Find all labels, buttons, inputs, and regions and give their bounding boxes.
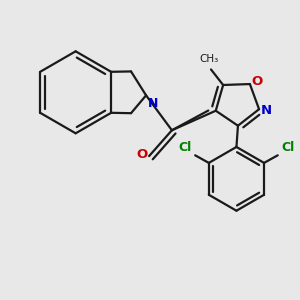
Text: Cl: Cl <box>281 141 295 154</box>
Text: N: N <box>148 97 158 110</box>
Text: O: O <box>251 75 262 88</box>
Text: CH₃: CH₃ <box>200 54 219 64</box>
Text: O: O <box>137 148 148 161</box>
Text: Cl: Cl <box>178 141 191 154</box>
Text: N: N <box>261 104 272 117</box>
